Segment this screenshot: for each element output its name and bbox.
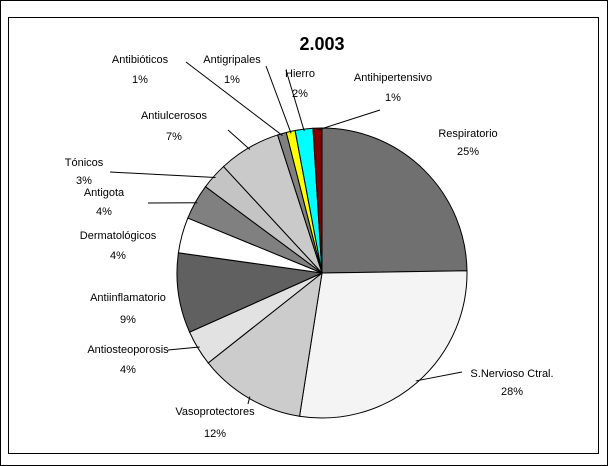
slice-label: Vasoprotectores (175, 406, 255, 418)
slice-label: Hierro (285, 68, 315, 80)
leader-line (227, 129, 251, 150)
pie-slice (321, 127, 468, 274)
slice-label: Antibióticos (112, 54, 169, 66)
slice-value-label: 7% (166, 131, 182, 143)
leader-line (415, 371, 463, 382)
slice-value-label: 4% (110, 250, 126, 262)
slice-label: Tónicos (65, 157, 104, 169)
slice-label: Antihipertensivo (354, 72, 432, 84)
leader-line (167, 346, 200, 351)
slice-value-label: 4% (96, 206, 112, 218)
pie-slice (176, 252, 324, 333)
slice-label: Dermatológicos (80, 230, 157, 242)
leader-line (185, 61, 283, 136)
slice-value-label: 28% (501, 386, 523, 398)
slice-label: Antiosteoporosis (87, 344, 169, 356)
leader-line (247, 396, 251, 405)
leader-line (285, 69, 305, 132)
leader-line (109, 171, 216, 179)
slice-value-label: 1% (224, 74, 240, 86)
slice-value-label: 2% (292, 88, 308, 100)
slice-value-label: 9% (120, 314, 136, 326)
chart-title: 2.003 (299, 34, 344, 54)
slice-value-label: 12% (204, 428, 226, 440)
leader-line (317, 109, 381, 131)
slice-value-label: 25% (457, 146, 479, 158)
slice-label: Respiratorio (438, 128, 497, 140)
slice-label: S.Nervioso Ctral. (470, 368, 553, 380)
slice-label: Antiinflamatorio (90, 292, 166, 304)
pie-slice (207, 271, 323, 417)
slice-value-label: 1% (385, 92, 401, 104)
slice-label: Antigripales (203, 54, 261, 66)
slice-label: Antiulcerosos (141, 110, 208, 122)
slice-label: Antigota (84, 187, 125, 199)
leader-line (265, 65, 292, 134)
slice-value-label: 1% (132, 74, 148, 86)
plot-frame (8, 17, 599, 454)
slice-value-label: 4% (120, 364, 136, 376)
pie-slice (298, 270, 468, 419)
slice-value-label: 3% (76, 175, 92, 187)
pie-slice (312, 127, 323, 274)
